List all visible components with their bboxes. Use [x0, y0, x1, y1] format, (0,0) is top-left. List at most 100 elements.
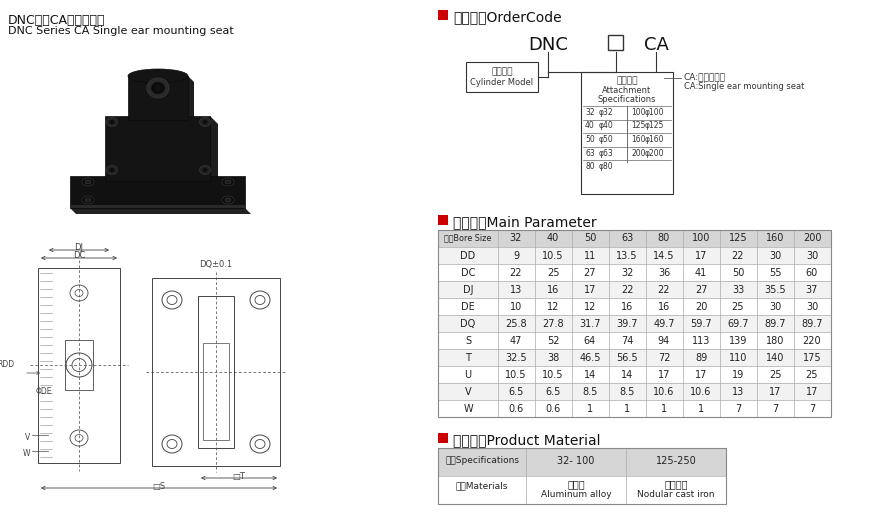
Text: 25: 25 [732, 302, 745, 312]
Text: 16: 16 [546, 285, 559, 295]
Text: 13.5: 13.5 [616, 251, 638, 261]
Bar [203, 343, 229, 440]
Ellipse shape [85, 198, 91, 202]
Text: Cylinder Model: Cylinder Model [471, 78, 533, 87]
Text: 125: 125 [729, 233, 747, 243]
Text: φ63: φ63 [599, 148, 614, 157]
Text: 1: 1 [661, 404, 667, 414]
Text: Aluminum alloy: Aluminum alloy [540, 490, 611, 499]
Text: 160: 160 [766, 233, 784, 243]
Text: 32- 100: 32- 100 [557, 456, 595, 466]
Ellipse shape [202, 119, 208, 125]
Text: 38: 38 [546, 353, 559, 363]
Text: φ200: φ200 [645, 148, 664, 157]
Text: 63: 63 [585, 148, 595, 157]
Bar [438, 230, 831, 247]
Text: 50: 50 [584, 233, 596, 243]
Text: φ40: φ40 [599, 121, 614, 130]
Text: 27: 27 [584, 268, 596, 278]
Text: 材质Materials: 材质Materials [456, 481, 508, 490]
Text: 47: 47 [510, 336, 522, 346]
Text: DC: DC [461, 268, 475, 278]
Text: Specifications: Specifications [598, 95, 656, 104]
Text: Nodular cast iron: Nodular cast iron [637, 490, 715, 499]
Text: 17: 17 [695, 251, 707, 261]
Text: W: W [23, 449, 30, 458]
Text: 89: 89 [695, 353, 707, 363]
Text: 30: 30 [806, 251, 818, 261]
Ellipse shape [107, 117, 118, 127]
Bar [105, 116, 210, 181]
Text: 7: 7 [809, 404, 815, 414]
Text: □S: □S [153, 482, 166, 491]
Bar [438, 332, 831, 349]
Text: RDD: RDD [0, 360, 15, 369]
Text: 72: 72 [657, 353, 670, 363]
Text: 22: 22 [732, 251, 745, 261]
Bar [438, 476, 726, 504]
Text: 14: 14 [584, 370, 596, 380]
Ellipse shape [200, 166, 210, 174]
Text: 175: 175 [802, 353, 821, 363]
Text: 31.7: 31.7 [580, 319, 601, 329]
Text: DD: DD [460, 251, 476, 261]
Text: 160: 160 [631, 135, 645, 144]
Ellipse shape [225, 180, 231, 184]
Text: 125-250: 125-250 [656, 456, 697, 466]
Text: W: W [464, 404, 473, 414]
Text: 14.5: 14.5 [653, 251, 675, 261]
Text: 35.5: 35.5 [764, 285, 786, 295]
Text: 10.5: 10.5 [505, 370, 526, 380]
Text: Attachment: Attachment [602, 86, 651, 95]
Ellipse shape [222, 196, 234, 204]
Text: CA:单耳固定座: CA:单耳固定座 [684, 72, 726, 81]
Text: □T: □T [232, 472, 245, 481]
Ellipse shape [82, 178, 94, 186]
Text: 0.6: 0.6 [508, 404, 524, 414]
Bar [438, 10, 448, 20]
Text: DQ±0.1: DQ±0.1 [199, 260, 232, 269]
Text: 订货型号OrderCode: 订货型号OrderCode [453, 10, 561, 24]
Text: 25.8: 25.8 [505, 319, 526, 329]
Text: 37: 37 [806, 285, 818, 295]
Bar [608, 35, 623, 50]
Ellipse shape [222, 178, 234, 186]
Text: 40: 40 [585, 121, 595, 130]
Text: 6.5: 6.5 [546, 387, 560, 397]
Text: 56.5: 56.5 [616, 353, 638, 363]
Bar [70, 205, 245, 208]
Text: 59.7: 59.7 [691, 319, 711, 329]
Text: 27: 27 [695, 285, 707, 295]
Text: 10.5: 10.5 [542, 370, 564, 380]
Bar [438, 298, 831, 315]
Text: 1: 1 [587, 404, 593, 414]
Text: DNC系列CA单耳固定座: DNC系列CA单耳固定座 [8, 14, 106, 27]
Text: 8.5: 8.5 [619, 387, 635, 397]
Ellipse shape [147, 78, 169, 98]
Text: 25: 25 [546, 268, 560, 278]
Text: 80: 80 [585, 162, 595, 171]
Text: 13: 13 [510, 285, 522, 295]
Text: 22: 22 [510, 268, 522, 278]
Text: 74: 74 [621, 336, 633, 346]
Text: 11: 11 [584, 251, 596, 261]
Bar [438, 215, 448, 225]
Text: φ32: φ32 [599, 108, 614, 117]
Text: 缸径Bore Size: 缸径Bore Size [444, 233, 491, 242]
Text: 39.7: 39.7 [616, 319, 638, 329]
Text: 规格Specifications: 规格Specifications [445, 456, 519, 465]
Text: 25: 25 [769, 370, 781, 380]
Text: 69.7: 69.7 [727, 319, 749, 329]
Text: DNC Series CA Single ear mounting seat: DNC Series CA Single ear mounting seat [8, 26, 234, 36]
Text: 46.5: 46.5 [580, 353, 601, 363]
Text: 10.6: 10.6 [691, 387, 711, 397]
Text: DC: DC [72, 251, 86, 260]
Text: 113: 113 [691, 336, 711, 346]
Text: U: U [464, 370, 471, 380]
Text: 9: 9 [513, 251, 519, 261]
Text: 1: 1 [698, 404, 704, 414]
Text: φ50: φ50 [599, 135, 614, 144]
Ellipse shape [154, 85, 162, 91]
Text: 1: 1 [624, 404, 630, 414]
Text: 100: 100 [691, 233, 711, 243]
